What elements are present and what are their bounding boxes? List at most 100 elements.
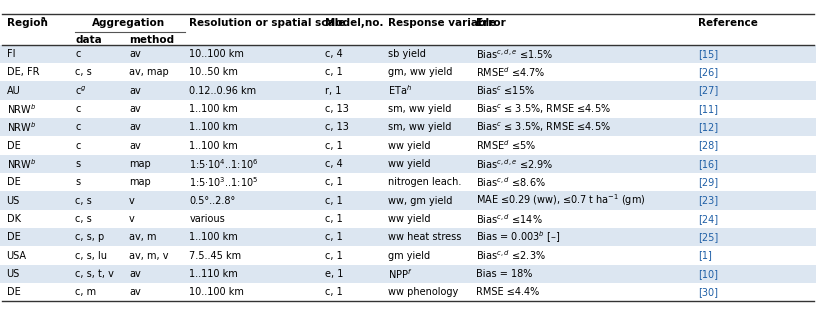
Text: Bias$^{c,d,e}$ ≤2.9%: Bias$^{c,d,e}$ ≤2.9% xyxy=(476,157,553,171)
Text: Response variable: Response variable xyxy=(388,18,496,28)
Text: 10..100 km: 10..100 km xyxy=(189,287,244,297)
Text: [26]: [26] xyxy=(698,67,718,77)
Text: 1..100 km: 1..100 km xyxy=(189,232,238,242)
Bar xyxy=(0,246,816,265)
Text: 1..110 km: 1..110 km xyxy=(189,269,238,279)
Text: c, s: c, s xyxy=(75,214,92,224)
Text: DE: DE xyxy=(7,177,20,187)
Text: ww, gm yield: ww, gm yield xyxy=(388,196,452,206)
Text: av: av xyxy=(129,104,140,114)
Text: AU: AU xyxy=(7,86,20,95)
Text: Bias$^{c,d}$ ≤14%: Bias$^{c,d}$ ≤14% xyxy=(476,212,543,226)
Text: ww heat stress: ww heat stress xyxy=(388,232,461,242)
Text: c, s, p: c, s, p xyxy=(75,232,104,242)
Text: Bias$^{c,d,e}$ ≤1.5%: Bias$^{c,d,e}$ ≤1.5% xyxy=(476,47,553,61)
Bar xyxy=(0,210,816,228)
Text: USA: USA xyxy=(7,251,27,261)
Text: [12]: [12] xyxy=(698,122,718,132)
Text: 10..50 km: 10..50 km xyxy=(189,67,238,77)
Text: NPP$^{f}$: NPP$^{f}$ xyxy=(388,267,412,281)
Bar xyxy=(0,118,816,137)
Bar xyxy=(0,265,816,283)
Text: c, 13: c, 13 xyxy=(325,122,348,132)
Text: Bias$^{c}$ ≤15%: Bias$^{c}$ ≤15% xyxy=(476,84,534,97)
Bar xyxy=(0,228,816,246)
Text: [27]: [27] xyxy=(698,86,718,95)
Text: av, m, v: av, m, v xyxy=(129,251,168,261)
Bar xyxy=(0,283,816,301)
Text: NRW$^{b}$: NRW$^{b}$ xyxy=(7,157,36,171)
Text: gm, ww yield: gm, ww yield xyxy=(388,67,452,77)
Text: c, 1: c, 1 xyxy=(325,177,343,187)
Text: sm, ww yield: sm, ww yield xyxy=(388,104,451,114)
Text: s: s xyxy=(75,159,80,169)
Text: av: av xyxy=(129,49,140,59)
Text: c: c xyxy=(75,49,81,59)
Text: ETa$^{h}$: ETa$^{h}$ xyxy=(388,84,411,97)
Text: gm yield: gm yield xyxy=(388,251,430,261)
Text: c, 1: c, 1 xyxy=(325,141,343,151)
Text: 0.5°..2.8°: 0.5°..2.8° xyxy=(189,196,236,206)
Text: c, 13: c, 13 xyxy=(325,104,348,114)
Text: c, m: c, m xyxy=(75,287,96,297)
Text: Bias$^{c}$ ≤ 3.5%, RMSE ≤4.5%: Bias$^{c}$ ≤ 3.5%, RMSE ≤4.5% xyxy=(476,120,610,134)
Text: [1]: [1] xyxy=(698,251,712,261)
Text: various: various xyxy=(189,214,225,224)
Text: DE: DE xyxy=(7,232,20,242)
Text: av: av xyxy=(129,86,140,95)
Text: [15]: [15] xyxy=(698,49,718,59)
Text: 1..100 km: 1..100 km xyxy=(189,141,238,151)
Text: method: method xyxy=(129,34,174,45)
Text: Bias = 18%: Bias = 18% xyxy=(476,269,532,279)
Text: RMSE$^{d}$ ≤4.7%: RMSE$^{d}$ ≤4.7% xyxy=(476,65,544,79)
Bar xyxy=(0,82,816,100)
Text: map: map xyxy=(129,159,151,169)
Text: sm, ww yield: sm, ww yield xyxy=(388,122,451,132)
Text: av: av xyxy=(129,269,140,279)
Text: Region: Region xyxy=(7,18,47,28)
Text: 1..100 km: 1..100 km xyxy=(189,104,238,114)
Text: Bias$^{c,d}$ ≤2.3%: Bias$^{c,d}$ ≤2.3% xyxy=(476,249,546,263)
Bar xyxy=(0,45,816,63)
Text: ww phenology: ww phenology xyxy=(388,287,458,297)
Text: c: c xyxy=(75,104,81,114)
Text: c, 4: c, 4 xyxy=(325,49,343,59)
Text: RMSE ≤4.4%: RMSE ≤4.4% xyxy=(476,287,539,297)
Text: FI: FI xyxy=(7,49,15,59)
Text: DE: DE xyxy=(7,141,20,151)
Text: v: v xyxy=(129,196,135,206)
Text: c, s: c, s xyxy=(75,67,92,77)
Text: [23]: [23] xyxy=(698,196,718,206)
Text: map: map xyxy=(129,177,151,187)
Text: [11]: [11] xyxy=(698,104,718,114)
Text: data: data xyxy=(75,34,102,45)
Text: Aggregation: Aggregation xyxy=(91,18,165,28)
Text: c, 1: c, 1 xyxy=(325,196,343,206)
Text: c$^{g}$: c$^{g}$ xyxy=(75,84,86,97)
Text: c, 1: c, 1 xyxy=(325,251,343,261)
Text: Resolution or spatial scale: Resolution or spatial scale xyxy=(189,18,346,28)
Text: c, s: c, s xyxy=(75,196,92,206)
Text: av, m: av, m xyxy=(129,232,157,242)
Text: [10]: [10] xyxy=(698,269,718,279)
Text: Model,no.: Model,no. xyxy=(325,18,384,28)
Text: MAE ≤0.29 (ww), ≤0.7 t ha$^{-1}$ (gm): MAE ≤0.29 (ww), ≤0.7 t ha$^{-1}$ (gm) xyxy=(476,193,645,209)
Text: [25]: [25] xyxy=(698,232,718,242)
Text: Bias = 0.003$^{b}$ [–]: Bias = 0.003$^{b}$ [–] xyxy=(476,229,560,245)
Text: 0.12..0.96 km: 0.12..0.96 km xyxy=(189,86,256,95)
Text: a: a xyxy=(41,16,45,22)
Text: e, 1: e, 1 xyxy=(325,269,344,279)
Text: 1:5·10$^{3}$..1:10$^{5}$: 1:5·10$^{3}$..1:10$^{5}$ xyxy=(189,175,259,189)
Text: [29]: [29] xyxy=(698,177,718,187)
Text: c: c xyxy=(75,122,81,132)
Text: [28]: [28] xyxy=(698,141,718,151)
Text: [30]: [30] xyxy=(698,287,718,297)
Text: c, 4: c, 4 xyxy=(325,159,343,169)
Text: RMSE$^{d}$ ≤5%: RMSE$^{d}$ ≤5% xyxy=(476,139,536,153)
Text: c, 1: c, 1 xyxy=(325,232,343,242)
Text: US: US xyxy=(7,269,20,279)
Text: ww yield: ww yield xyxy=(388,214,430,224)
Bar xyxy=(0,100,816,118)
Text: Reference: Reference xyxy=(698,18,757,28)
Text: NRW$^{b}$: NRW$^{b}$ xyxy=(7,120,36,134)
